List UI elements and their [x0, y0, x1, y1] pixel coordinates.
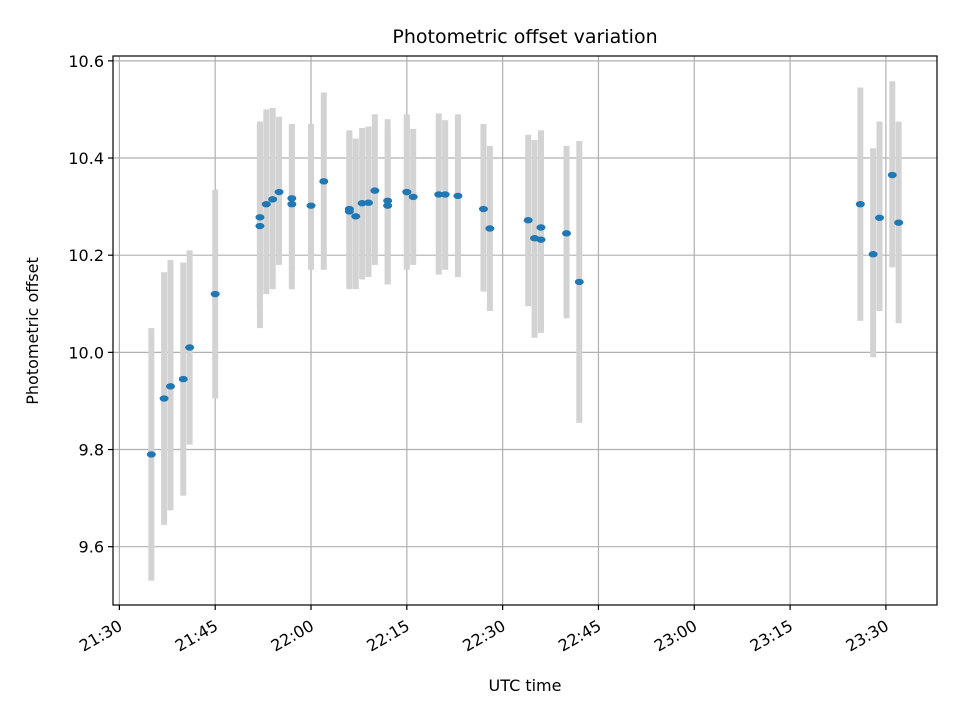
data-point	[146, 451, 156, 458]
data-point	[287, 200, 297, 208]
grid	[113, 56, 937, 605]
data-point	[894, 219, 904, 226]
data-point	[261, 200, 271, 208]
data-point	[485, 225, 495, 232]
data-point	[287, 195, 297, 202]
data-point	[875, 214, 885, 221]
data-point	[402, 188, 412, 196]
data-point	[887, 171, 897, 179]
data-points	[146, 171, 904, 458]
data-point	[536, 236, 546, 243]
data-point	[210, 290, 220, 298]
data-point	[370, 187, 380, 194]
error-bar	[308, 124, 315, 270]
x-axis-title: UTC time	[489, 676, 562, 695]
data-point	[383, 202, 393, 209]
y-tick-label: 10.6	[68, 52, 104, 71]
data-point	[440, 191, 450, 198]
y-tick-label: 9.8	[79, 441, 104, 460]
y-axis: 9.6 9.8 10.0 10.2 10.4 10.6	[68, 52, 113, 557]
data-point	[453, 192, 463, 200]
data-point	[351, 213, 361, 220]
data-point	[868, 251, 878, 258]
data-point	[178, 375, 188, 383]
chart-title: Photometric offset variation	[392, 26, 657, 48]
data-point	[523, 217, 533, 224]
data-point	[319, 178, 329, 185]
y-axis-title: Photometric offset	[23, 257, 42, 405]
data-point	[364, 199, 374, 206]
y-tick-label: 10.4	[68, 149, 104, 168]
data-point	[574, 278, 584, 286]
data-point	[268, 196, 278, 203]
data-point	[478, 205, 488, 213]
data-point	[383, 197, 393, 204]
data-point	[165, 383, 175, 390]
plot-frame	[112, 55, 938, 606]
y-tick-label: 10.2	[68, 246, 104, 265]
data-point	[344, 208, 354, 215]
data-point	[274, 188, 284, 196]
data-point	[255, 214, 265, 221]
y-tick-label: 9.6	[79, 538, 104, 557]
data-point	[185, 344, 195, 351]
data-point	[562, 230, 572, 237]
data-point	[255, 222, 265, 230]
data-point	[408, 193, 418, 201]
data-point	[536, 224, 546, 231]
data-point	[434, 191, 444, 198]
data-point	[159, 395, 169, 402]
data-point	[306, 202, 316, 209]
y-tick-label: 10.0	[68, 343, 104, 362]
data-point	[855, 200, 865, 208]
